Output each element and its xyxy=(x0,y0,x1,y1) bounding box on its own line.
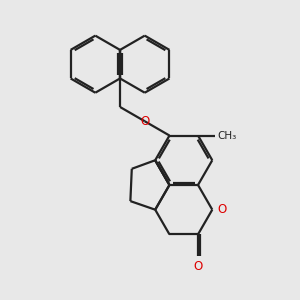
Text: O: O xyxy=(140,115,149,128)
Text: O: O xyxy=(218,203,227,216)
Text: O: O xyxy=(194,260,202,273)
Text: CH₃: CH₃ xyxy=(217,130,236,140)
